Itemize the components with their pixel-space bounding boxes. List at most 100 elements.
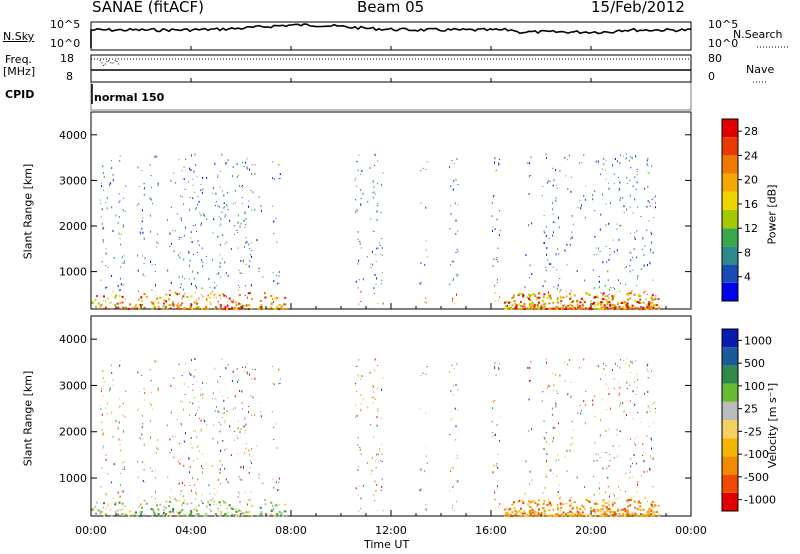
velocity-echo xyxy=(178,442,180,444)
velocity-echo xyxy=(511,514,514,517)
power-echo xyxy=(419,282,421,285)
velocity-echo xyxy=(216,406,217,408)
power-echo xyxy=(273,178,275,180)
power-echo xyxy=(457,204,459,206)
power-echo xyxy=(123,298,125,300)
velocity-echo xyxy=(564,515,567,518)
power-echo xyxy=(180,237,182,239)
power-echo xyxy=(251,298,253,300)
velocity-echo xyxy=(629,384,631,386)
power-echo xyxy=(243,219,245,222)
velocity-echo xyxy=(494,498,496,500)
power-echo xyxy=(618,238,620,241)
power-echo xyxy=(196,230,198,232)
velocity-echo xyxy=(271,411,273,413)
power-echo xyxy=(543,305,546,308)
power-echo xyxy=(256,239,258,242)
velocity-echo xyxy=(215,503,217,506)
power-echo xyxy=(637,293,640,296)
velocity-echo xyxy=(236,435,238,437)
velocity-echo xyxy=(193,484,195,486)
velocity-echo xyxy=(570,381,572,383)
velocity-echo xyxy=(120,449,122,452)
power-echo xyxy=(564,156,566,159)
power-echo xyxy=(131,307,134,310)
power-echo xyxy=(374,293,376,295)
velocity-echo xyxy=(499,435,501,437)
velocity-echo xyxy=(627,501,630,504)
velocity-echo xyxy=(175,436,176,438)
power-echo xyxy=(652,251,654,254)
power-echo xyxy=(420,202,422,204)
power-echo xyxy=(548,237,550,239)
power-echo xyxy=(493,258,495,261)
power-echo xyxy=(373,287,375,290)
velocity-echo xyxy=(624,510,627,513)
velocity-echo xyxy=(520,512,522,515)
velocity-echo xyxy=(254,414,256,417)
velocity-echo xyxy=(138,391,140,393)
power-echo xyxy=(183,278,185,280)
power-echo xyxy=(597,302,600,305)
velocity-echo xyxy=(514,514,517,517)
power-echo xyxy=(576,270,578,272)
power-echo xyxy=(648,220,650,222)
power-echo xyxy=(142,255,144,257)
power-echo xyxy=(544,242,546,245)
power-echo xyxy=(251,242,253,244)
power-echo xyxy=(566,159,568,161)
power-echo xyxy=(108,182,110,184)
velocity-echo xyxy=(558,459,560,461)
power-echo xyxy=(608,288,610,291)
power-echo xyxy=(505,301,508,303)
power-echo xyxy=(179,293,180,295)
power-echo xyxy=(244,212,246,214)
velocity-echo xyxy=(218,510,219,512)
velocity-echo xyxy=(243,425,245,428)
velocity-y-tick-label: 4000 xyxy=(59,333,87,346)
power-echo xyxy=(583,308,586,311)
velocity-echo xyxy=(449,434,451,435)
velocity-echo xyxy=(208,503,211,506)
velocity-echo xyxy=(372,385,374,387)
power-echo xyxy=(498,163,500,166)
velocity-echo xyxy=(610,493,612,495)
velocity-echo xyxy=(614,494,615,497)
velocity-echo xyxy=(650,457,651,459)
velocity-echo xyxy=(367,406,369,409)
velocity-echo xyxy=(150,436,151,439)
power-echo xyxy=(552,184,554,187)
power-echo xyxy=(198,244,200,246)
velocity-echo xyxy=(278,504,280,506)
power-y-tick-label: 3000 xyxy=(59,174,87,187)
velocity-echo xyxy=(260,512,263,515)
power-echo xyxy=(182,295,185,298)
velocity-echo xyxy=(493,464,495,467)
power-echo xyxy=(226,241,228,243)
velocity-echo xyxy=(202,468,204,469)
power-echo xyxy=(203,213,205,216)
power-echo xyxy=(141,299,143,302)
power-echo xyxy=(546,247,548,250)
power-echo xyxy=(372,180,374,182)
power-echo xyxy=(260,205,262,208)
velocity-echo xyxy=(172,508,175,510)
power-echo xyxy=(645,289,646,292)
velocity-echo xyxy=(260,415,262,418)
velocity-echo xyxy=(156,504,159,507)
power-echo xyxy=(188,251,190,254)
velocity-echo xyxy=(537,512,540,515)
velocity-echo xyxy=(176,511,179,514)
velocity-echo xyxy=(619,497,621,499)
power-echo xyxy=(196,299,198,302)
velocity-echo xyxy=(565,497,567,499)
power-echo xyxy=(649,205,651,207)
power-echo xyxy=(492,195,494,198)
velocity-echo xyxy=(167,505,170,508)
power-echo xyxy=(277,308,280,310)
power-echo xyxy=(520,308,523,311)
velocity-echo xyxy=(626,381,628,384)
power-echo xyxy=(238,174,240,176)
power-echo xyxy=(629,297,632,300)
velocity-echo xyxy=(619,430,621,432)
